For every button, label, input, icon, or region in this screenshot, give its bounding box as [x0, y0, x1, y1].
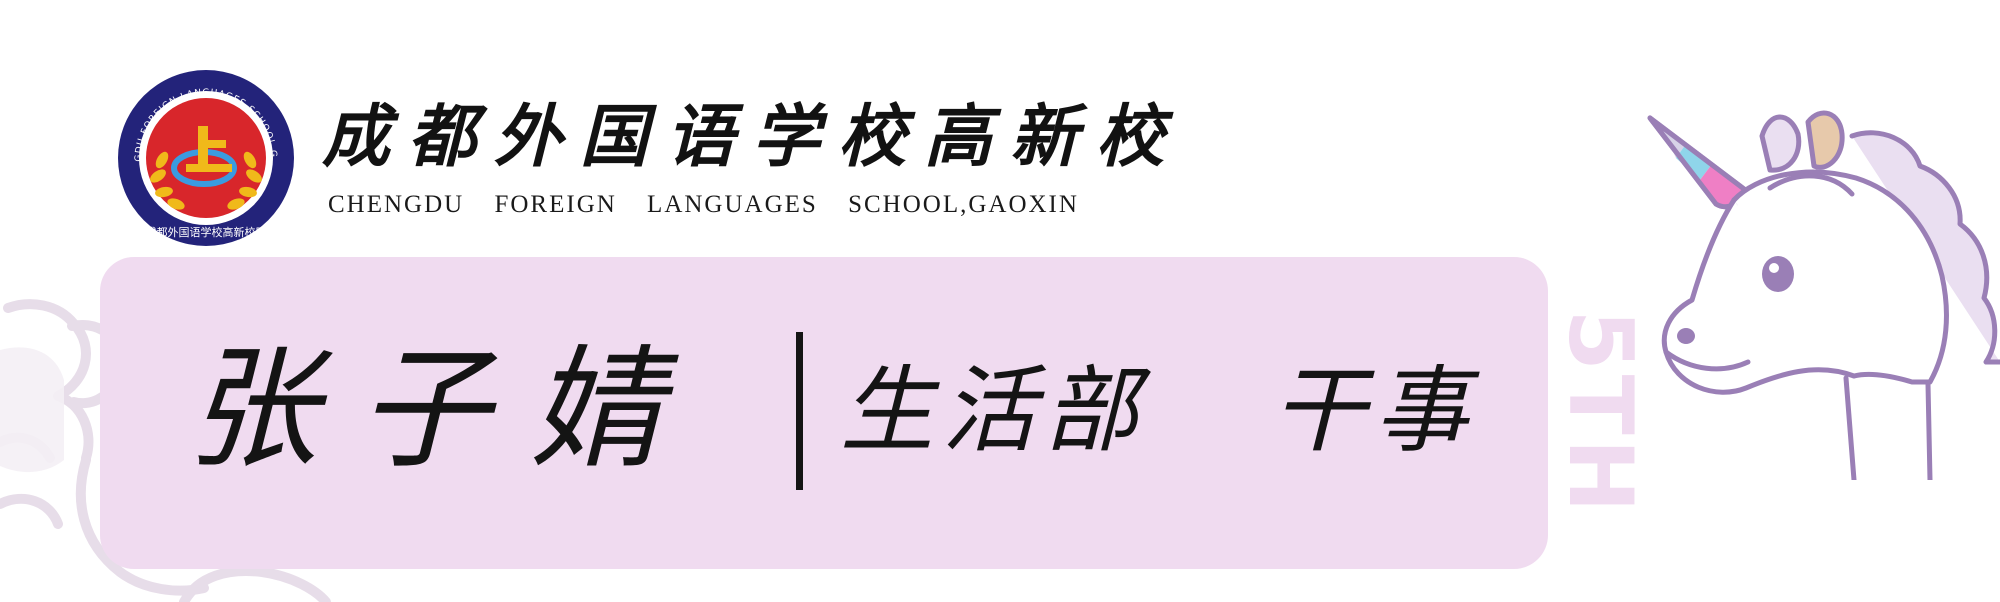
side-mark-text: 5TH	[1549, 310, 1640, 517]
school-name-chinese: 成都外国语学校高新校区	[322, 97, 1182, 177]
school-logo: CHENGDU FOREIGN LANGUAGES SCHOOL GAOXIN …	[112, 61, 296, 248]
logo-bottom-text: 成都外国语学校高新校区	[146, 225, 267, 239]
name-divider	[796, 332, 803, 490]
person-name: 张子婧	[186, 333, 702, 487]
side-mark: 5TH	[1548, 288, 1652, 538]
fifth-anniversary-icon: 5TH	[1549, 310, 1652, 517]
unicorn-outline-icon	[0, 299, 349, 602]
department-name: 生活部	[840, 357, 1147, 466]
right-mascot	[1630, 100, 2000, 480]
left-mascot	[0, 290, 390, 602]
school-name-english: CHENGDU FOREIGN LANGUAGES SCHOOL,GAOXIN	[328, 191, 1079, 218]
name-card-panel: 张子婧 生活部 干事	[100, 257, 1548, 569]
school-emblem-icon: CHENGDU FOREIGN LANGUAGES SCHOOL GAOXIN …	[112, 61, 294, 246]
position-title: 干事	[1272, 357, 1477, 466]
top-decoration-strip	[0, 0, 420, 6]
unicorn-icon	[1647, 110, 2000, 480]
